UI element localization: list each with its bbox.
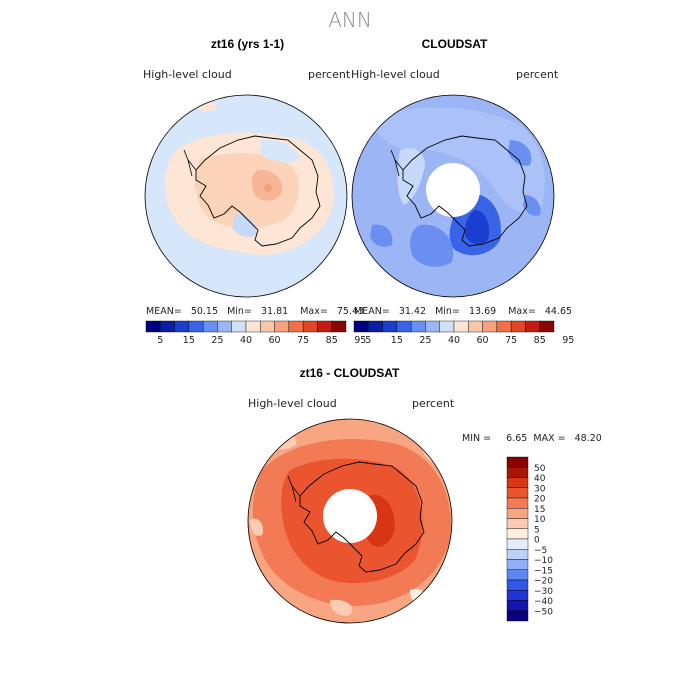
bottom-colorbar-swatch xyxy=(506,487,529,499)
bottom-colorbar-swatch xyxy=(506,590,529,601)
left-colorbar-tick-label: 5 xyxy=(157,335,163,346)
left-colorbar-swatch xyxy=(260,320,275,333)
left-colorbar: 5 15 25 40 60 75 85 95 xyxy=(145,320,366,346)
right-map xyxy=(351,94,555,298)
left-colorbar-swatch xyxy=(317,320,332,333)
right-colorbar: 5 15 25 40 60 75 85 95 xyxy=(353,320,574,346)
right-colorbar-swatch xyxy=(425,320,440,333)
right-colorbar-swatch xyxy=(382,320,398,333)
left-colorbar-tick-label: 75 xyxy=(297,335,309,346)
bottom-colorbar-swatch xyxy=(506,467,529,478)
right-colorbar-tick-label: 40 xyxy=(448,335,460,346)
left-panel-units-label: percent xyxy=(308,68,351,81)
left-colorbar-tick-label: 85 xyxy=(326,335,338,346)
right-panel-units-label: percent xyxy=(516,68,559,81)
right-colorbar-tick-label: 15 xyxy=(391,335,403,346)
left-colorbar-tick-label: 40 xyxy=(240,335,252,346)
bottom-colorbar-tick-label: 5 xyxy=(534,525,540,535)
left-colorbar-swatch xyxy=(231,320,247,333)
bottom-colorbar-swatch xyxy=(506,456,529,468)
bottom-colorbar-tick-label: −30 xyxy=(534,587,553,597)
left-colorbar-swatch xyxy=(274,320,290,333)
left-colorbar-swatch xyxy=(288,320,304,333)
bottom-panel-title: zt16 - CLOUDSAT xyxy=(299,366,400,380)
left-colorbar-swatch xyxy=(217,320,232,333)
right-colorbar-tick-label: 85 xyxy=(534,335,546,346)
left-colorbar-swatch xyxy=(302,320,318,333)
bottom-colorbar-swatch xyxy=(506,559,529,570)
left-colorbar-swatch xyxy=(145,320,161,333)
left-colorbar-tick-label: 95 xyxy=(354,335,366,346)
left-panel-title: zt16 (yrs 1-1) xyxy=(210,37,285,51)
left-colorbar-swatch xyxy=(202,320,218,333)
bottom-colorbar-tick-label: 10 xyxy=(534,515,546,525)
bottom-colorbar-tick-label: −15 xyxy=(534,566,553,576)
left-map xyxy=(144,94,348,298)
left-colorbar-swatch xyxy=(160,320,175,333)
bottom-colorbar-swatch xyxy=(506,528,529,540)
right-colorbar-swatch xyxy=(410,320,426,333)
right-colorbar-swatch xyxy=(468,320,483,333)
bottom-panel-units-label: percent xyxy=(412,397,455,410)
bottom-map xyxy=(247,418,453,624)
bottom-colorbar-tick-label: 30 xyxy=(534,484,546,494)
right-colorbar-swatch xyxy=(496,320,512,333)
bottom-colorbar-tick-label: 40 xyxy=(534,474,546,484)
bottom-panel-variable-label: High-level cloud xyxy=(248,397,337,410)
bottom-colorbar-tick-label: 20 xyxy=(534,495,546,505)
bottom-colorbar-swatch xyxy=(506,508,529,519)
right-colorbar-swatch xyxy=(510,320,526,333)
right-colorbar-swatch xyxy=(482,320,498,333)
left-panel-stats: MEAN= 50.15 Min= 31.81 Max= 75.43 xyxy=(146,306,365,317)
right-colorbar-tick-label: 5 xyxy=(365,335,371,346)
bottom-colorbar-tick-label: 50 xyxy=(534,464,546,474)
bottom-colorbar-swatch xyxy=(506,497,529,509)
left-colorbar-tick-label: 60 xyxy=(269,335,281,346)
bottom-colorbar-swatch xyxy=(506,600,529,611)
right-panel-variable-label: High-level cloud xyxy=(351,68,440,81)
right-colorbar-tick-label: 95 xyxy=(562,335,574,346)
left-colorbar-tick-label: 15 xyxy=(183,335,195,346)
left-colorbar-tick-label: 25 xyxy=(211,335,223,346)
bottom-colorbar-swatch xyxy=(506,579,529,591)
bottom-colorbar-swatch xyxy=(506,569,529,581)
bottom-colorbar-tick-label: 0 xyxy=(534,536,540,546)
right-colorbar-swatch xyxy=(396,320,412,333)
bottom-colorbar-tick-label: 15 xyxy=(534,505,545,515)
bottom-colorbar-swatch xyxy=(506,538,529,550)
right-colorbar-swatch xyxy=(353,320,369,333)
left-colorbar-swatch xyxy=(245,320,261,333)
right-colorbar-tick-label: 60 xyxy=(477,335,489,346)
bottom-colorbar-tick-label: −20 xyxy=(534,577,553,587)
left-colorbar-swatch xyxy=(174,320,190,333)
bottom-colorbar-tick-label: −10 xyxy=(534,556,553,566)
page-title: ANN xyxy=(328,8,372,32)
right-panel-title: CLOUDSAT xyxy=(421,37,488,51)
bottom-colorbar-swatch xyxy=(506,477,529,488)
left-panel-variable-label: High-level cloud xyxy=(143,68,232,81)
right-colorbar-swatch xyxy=(439,320,455,333)
right-colorbar-swatch xyxy=(453,320,469,333)
right-colorbar-swatch xyxy=(368,320,383,333)
bottom-colorbar-tick-label: −5 xyxy=(534,546,547,556)
bottom-colorbar-swatch xyxy=(506,549,529,560)
right-colorbar-tick-label: 25 xyxy=(419,335,431,346)
bottom-colorbar-tick-label: −50 xyxy=(534,607,553,617)
right-panel-stats: MEAN= 31.42 Min= 13.69 Max= 44.65 xyxy=(354,306,573,317)
bottom-colorbar-swatch xyxy=(506,518,529,529)
right-colorbar-swatch xyxy=(539,320,555,333)
bottom-panel-stats: MIN = 6.65 MAX = 48.20 xyxy=(462,433,602,444)
bottom-colorbar-swatch xyxy=(506,610,529,622)
left-colorbar-swatch xyxy=(188,320,204,333)
bottom-colorbar-tick-label: −40 xyxy=(534,597,553,607)
right-colorbar-swatch xyxy=(525,320,540,333)
left-colorbar-swatch xyxy=(331,320,347,333)
right-colorbar-tick-label: 75 xyxy=(505,335,517,346)
